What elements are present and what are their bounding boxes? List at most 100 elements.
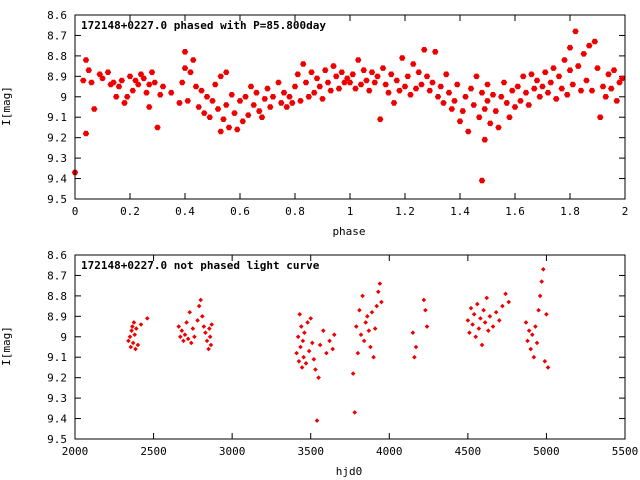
data-point	[91, 106, 98, 112]
data-point	[537, 293, 543, 299]
data-point	[434, 94, 442, 100]
data-point	[369, 309, 375, 315]
data-point	[313, 367, 318, 372]
x-tick-label: 5000	[533, 445, 560, 458]
data-point	[465, 128, 472, 135]
data-point	[388, 71, 395, 78]
data-point	[335, 85, 343, 92]
data-point	[555, 73, 563, 80]
data-point	[355, 57, 362, 63]
data-point	[182, 332, 188, 338]
data-point	[443, 71, 450, 78]
data-point	[520, 73, 527, 80]
data-point	[489, 92, 497, 98]
data-point	[361, 338, 367, 344]
data-point	[602, 94, 609, 100]
data-point	[528, 346, 534, 352]
data-point	[322, 67, 329, 73]
data-point	[151, 79, 158, 86]
data-point	[294, 350, 299, 356]
data-point	[478, 177, 486, 184]
data-point	[577, 87, 585, 94]
y-tick-label: 8.6	[47, 249, 67, 262]
data-point	[143, 89, 150, 96]
data-point	[401, 83, 409, 90]
data-point	[599, 83, 607, 90]
data-point	[199, 314, 205, 319]
data-point	[372, 326, 378, 331]
data-point	[418, 81, 425, 88]
data-point	[379, 65, 387, 71]
data-point	[280, 89, 288, 96]
data-point	[316, 83, 323, 90]
data-point	[319, 96, 326, 102]
data-point	[533, 77, 541, 84]
data-point	[591, 38, 598, 45]
data-point	[327, 338, 332, 344]
y-tick-label: 9.3	[47, 392, 67, 405]
data-point	[509, 87, 516, 94]
unphased-x-axis-label: hjd0	[336, 465, 363, 478]
data-point	[330, 346, 336, 352]
phased-y-axis-label: I[mag]	[0, 86, 13, 126]
data-point	[305, 94, 312, 100]
data-point	[250, 102, 257, 108]
data-point	[476, 114, 483, 120]
data-point	[132, 332, 138, 338]
x-tick-label: 2000	[62, 445, 89, 458]
x-tick-label: 0	[72, 205, 79, 218]
data-point	[302, 330, 307, 335]
data-point	[586, 42, 593, 49]
data-point	[539, 279, 545, 284]
data-point	[569, 81, 576, 88]
data-point	[490, 324, 496, 329]
data-point	[148, 69, 156, 75]
data-point	[192, 83, 200, 90]
data-point	[305, 320, 310, 325]
data-point	[113, 94, 120, 100]
data-point	[295, 334, 301, 340]
data-point	[154, 124, 161, 131]
data-point	[594, 65, 601, 71]
data-point	[357, 81, 365, 88]
data-point	[448, 106, 455, 112]
data-point	[291, 83, 299, 90]
data-point	[498, 94, 505, 100]
data-point	[608, 85, 615, 92]
data-point	[126, 73, 134, 80]
x-tick-label: 3500	[297, 445, 324, 458]
y-tick-label: 9	[60, 91, 67, 104]
data-point	[253, 89, 260, 96]
data-point	[206, 114, 213, 120]
data-point	[311, 89, 318, 96]
data-point	[506, 114, 513, 120]
data-point	[195, 104, 202, 110]
data-point	[523, 320, 529, 325]
data-point	[209, 322, 215, 327]
y-tick-label: 9.4	[47, 413, 67, 426]
y-tick-label: 9.3	[47, 152, 67, 165]
data-point	[413, 344, 419, 350]
data-point	[269, 94, 277, 100]
data-point	[190, 57, 197, 63]
data-point	[539, 83, 546, 90]
data-point	[531, 85, 538, 92]
data-point	[525, 102, 532, 108]
data-point	[187, 69, 194, 75]
data-point	[534, 340, 540, 346]
data-point	[540, 267, 546, 272]
data-point	[133, 326, 139, 331]
y-tick-label: 9.2	[47, 372, 67, 385]
data-point	[223, 69, 230, 75]
data-point	[214, 106, 222, 112]
data-point	[529, 332, 535, 338]
data-point	[484, 295, 490, 301]
data-point	[355, 350, 361, 356]
phased-chart: 172148+0227.0 phased with P=85.800day I[…	[0, 9, 628, 238]
data-point	[385, 89, 392, 96]
data-point	[358, 332, 364, 338]
y-tick-label: 8.9	[47, 70, 67, 83]
data-point	[547, 79, 554, 86]
data-point	[474, 301, 480, 307]
data-point	[610, 67, 618, 73]
